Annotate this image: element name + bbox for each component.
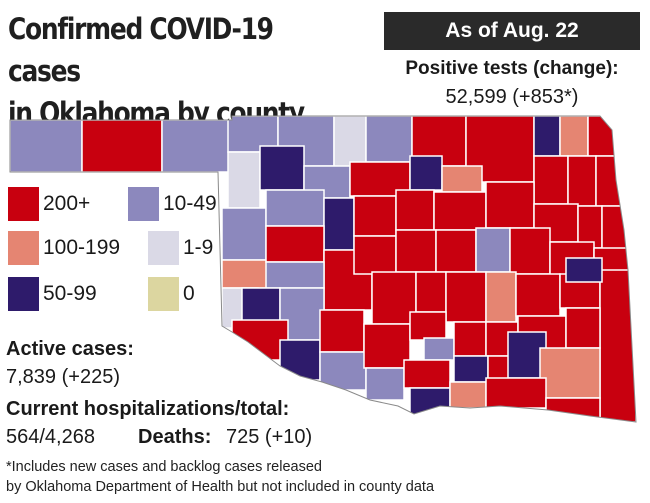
county-creek	[485, 181, 535, 229]
county-comanche	[319, 309, 365, 353]
county-rogers	[533, 155, 569, 205]
county-delaware	[595, 155, 629, 207]
county-johnston	[453, 355, 489, 383]
active-cases-label: Active cases:	[6, 338, 134, 360]
county-kingfisher	[353, 195, 397, 237]
county-pawnee	[441, 165, 483, 193]
county-washita	[265, 261, 325, 289]
county-leflore	[599, 269, 636, 422]
hospitalizations-value: 564/4,268	[6, 426, 95, 448]
county-cotton	[319, 351, 367, 391]
legend-label-10-49: 10-49	[163, 192, 217, 215]
county-jefferson	[365, 367, 405, 401]
legend-label-50-99: 50-99	[43, 282, 97, 305]
legend-label-1-9: 1-9	[183, 236, 214, 259]
legend-label-0: 0	[183, 282, 195, 305]
legend-swatch-1-9	[148, 231, 179, 265]
county-alfalfa	[333, 116, 367, 169]
county-mcintosh	[515, 273, 561, 317]
county-noble	[409, 155, 443, 191]
footnote-line-1: *Includes new cases and backlog cases re…	[6, 459, 322, 475]
county-custer	[265, 225, 325, 263]
county-payne	[433, 191, 487, 231]
legend-swatch-200-plus	[8, 187, 39, 221]
legend-swatch-10-49	[128, 187, 159, 221]
county-mccurtain	[545, 397, 601, 422]
legend-swatch-50-99	[8, 277, 39, 311]
legend-item-200-plus: 200+	[8, 186, 90, 222]
county-okmulgee	[475, 227, 511, 273]
county-dewey	[265, 189, 325, 227]
county-washington	[533, 116, 561, 157]
county-choctaw	[539, 347, 601, 399]
county-pontotoc	[453, 321, 487, 357]
title-line-1: Confirmed COVID-19 cases	[8, 12, 274, 88]
legend-item-50-99: 50-99	[8, 276, 97, 312]
county-okfuskee	[485, 271, 517, 323]
county-tillman	[279, 339, 321, 381]
oklahoma-county-map	[9, 115, 637, 423]
legend-item-1-9: 1-9	[148, 230, 213, 266]
county-canadian	[353, 235, 397, 275]
county-latimer	[565, 257, 603, 283]
county-muskogee	[509, 227, 551, 275]
county-logan	[395, 189, 435, 231]
footnote-line-2: by Oklahoma Department of Health but not…	[6, 479, 435, 495]
county-beaver	[161, 119, 233, 173]
legend-label-100-199: 100-199	[43, 236, 121, 259]
county-garvin	[409, 311, 447, 341]
county-craig	[587, 116, 629, 157]
legend-item-10-49: 10-49	[128, 186, 217, 222]
active-cases-value: 7,839 (+225)	[6, 366, 120, 388]
county-cimarron	[10, 119, 83, 173]
legend-swatch-0	[148, 277, 179, 311]
state-outline	[9, 115, 637, 423]
deaths-label: Deaths:	[138, 426, 212, 448]
county-stephens	[363, 323, 411, 369]
county-grant	[365, 116, 413, 163]
county-woodward	[259, 145, 305, 191]
legend-item-0: 0	[148, 276, 195, 312]
county-nowata	[559, 116, 589, 157]
county-murray	[423, 337, 455, 361]
county-pushmataha	[565, 307, 601, 349]
legend-label-200-plus: 200+	[43, 192, 91, 215]
county-cherokee	[577, 205, 603, 249]
county-roger-mills	[221, 207, 267, 261]
county-oklahoma	[395, 229, 437, 273]
date-badge: As of Aug. 22	[384, 12, 640, 50]
county-cleveland	[415, 271, 447, 313]
positive-tests-label: Positive tests (change):	[405, 58, 619, 79]
county-carter	[403, 359, 451, 389]
county-bryan	[485, 377, 547, 409]
county-lincoln	[435, 229, 477, 273]
county-mayes	[567, 155, 597, 207]
county-blaine	[323, 197, 355, 251]
hospitalizations-label: Current hospitalizations/total:	[6, 398, 290, 420]
legend-item-100-199: 100-199	[8, 230, 120, 266]
positive-tests-value: 52,599 (+853*)	[445, 86, 579, 108]
county-marshall	[449, 381, 487, 409]
county-garfield	[349, 161, 411, 197]
legend: 200+ 10-49 100-199 1-9 50-99 0	[8, 186, 238, 316]
legend-swatch-100-199	[8, 231, 39, 265]
county-texas	[81, 119, 163, 173]
county-pottawatomie	[445, 271, 487, 323]
deaths-value: 725 (+10)	[226, 426, 313, 448]
